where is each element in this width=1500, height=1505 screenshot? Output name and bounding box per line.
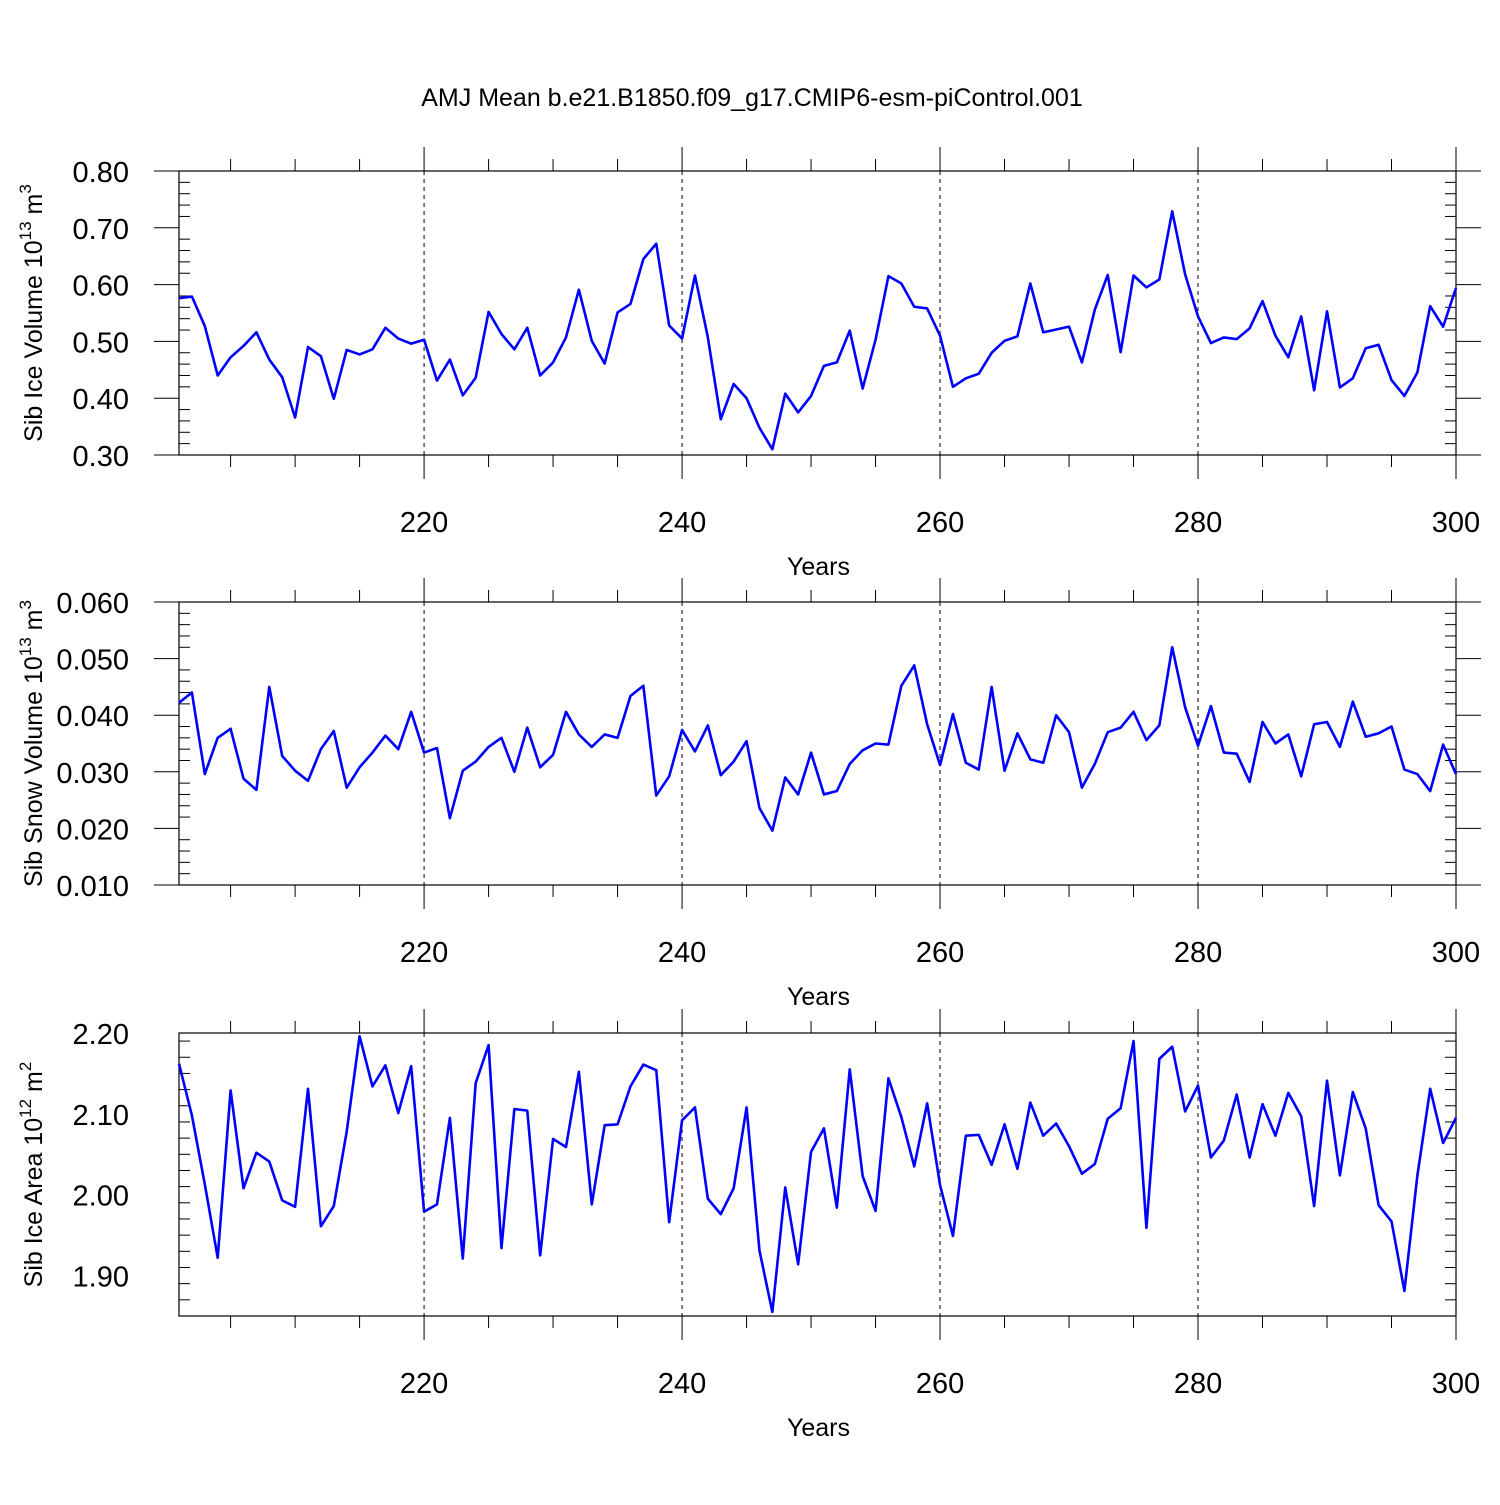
x-axis-title: Years (787, 1414, 850, 1442)
y-tick-label: 0.60 (73, 271, 129, 303)
x-tick-label: 220 (400, 937, 448, 969)
y-tick-label: 0.040 (56, 701, 129, 733)
panel-middle: 0.010 0.020 0.030 0.040 0.050 0.060 220 240 260 2… (16, 578, 1481, 1011)
y-tick-label: 2.10 (73, 1100, 129, 1132)
y-axis-title: Sib Ice Area 1012 m2 (16, 1062, 48, 1288)
plot-frame (178, 1032, 1457, 1317)
y-tick-label: 0.50 (73, 327, 129, 359)
plot-frame (178, 170, 1457, 456)
x-tick-label: 240 (658, 937, 706, 969)
x-tick-label: 240 (658, 507, 706, 539)
series-line (177, 1034, 1458, 1314)
x-tick-label: 220 (400, 507, 448, 539)
y-tick-label: 0.010 (56, 871, 129, 903)
series-line (178, 645, 1458, 832)
y-tick-label: 2.20 (73, 1019, 129, 1051)
x-tick-label: 300 (1432, 507, 1480, 539)
plot-frame (178, 601, 1457, 886)
y-axis-title: Sib Snow Volume 1013 m3 (16, 600, 48, 887)
x-tick-label: 260 (916, 1368, 964, 1400)
tick-marks (179, 1009, 1457, 1340)
tick-marks (154, 578, 1481, 909)
x-tick-label: 260 (916, 507, 964, 539)
tick-marks (154, 147, 1481, 479)
y-tick-label: 0.030 (56, 758, 129, 790)
series-line (178, 210, 1458, 451)
panel-bottom: 1.90 2.00 2.10 2.20 220 240 260 280 300 Years Sib … (16, 1009, 1480, 1442)
y-tick-label: 0.050 (56, 645, 129, 677)
x-axis-title: Years (787, 983, 850, 1011)
x-tick-label: 280 (1174, 937, 1222, 969)
y-tick-label: 0.060 (56, 588, 129, 620)
x-tick-label: 260 (916, 937, 964, 969)
y-tick-label: 0.020 (56, 814, 129, 846)
x-tick-label: 300 (1432, 937, 1480, 969)
y-tick-label: 0.30 (73, 441, 129, 473)
y-tick-label: 2.00 (73, 1181, 129, 1213)
y-tick-label: 0.70 (73, 214, 129, 246)
chart-title: AMJ Mean b.e21.B1850.f09_g17.CMIP6-esm-p… (421, 84, 1082, 112)
x-tick-label: 240 (658, 1368, 706, 1400)
y-tick-label: 1.90 (73, 1262, 129, 1294)
x-tick-label: 220 (400, 1368, 448, 1400)
y-tick-label: 0.40 (73, 384, 129, 416)
y-tick-label: 0.80 (73, 157, 129, 189)
panel-top: 0.30 0.40 0.50 0.60 0.70 0.80 220 240 260 280 300 Y… (16, 147, 1481, 581)
y-axis-title: Sib Ice Volume 1013 m3 (16, 184, 48, 442)
x-tick-label: 280 (1174, 507, 1222, 539)
x-axis-title: Years (787, 553, 850, 581)
x-tick-label: 280 (1174, 1368, 1222, 1400)
x-tick-label: 300 (1432, 1368, 1480, 1400)
